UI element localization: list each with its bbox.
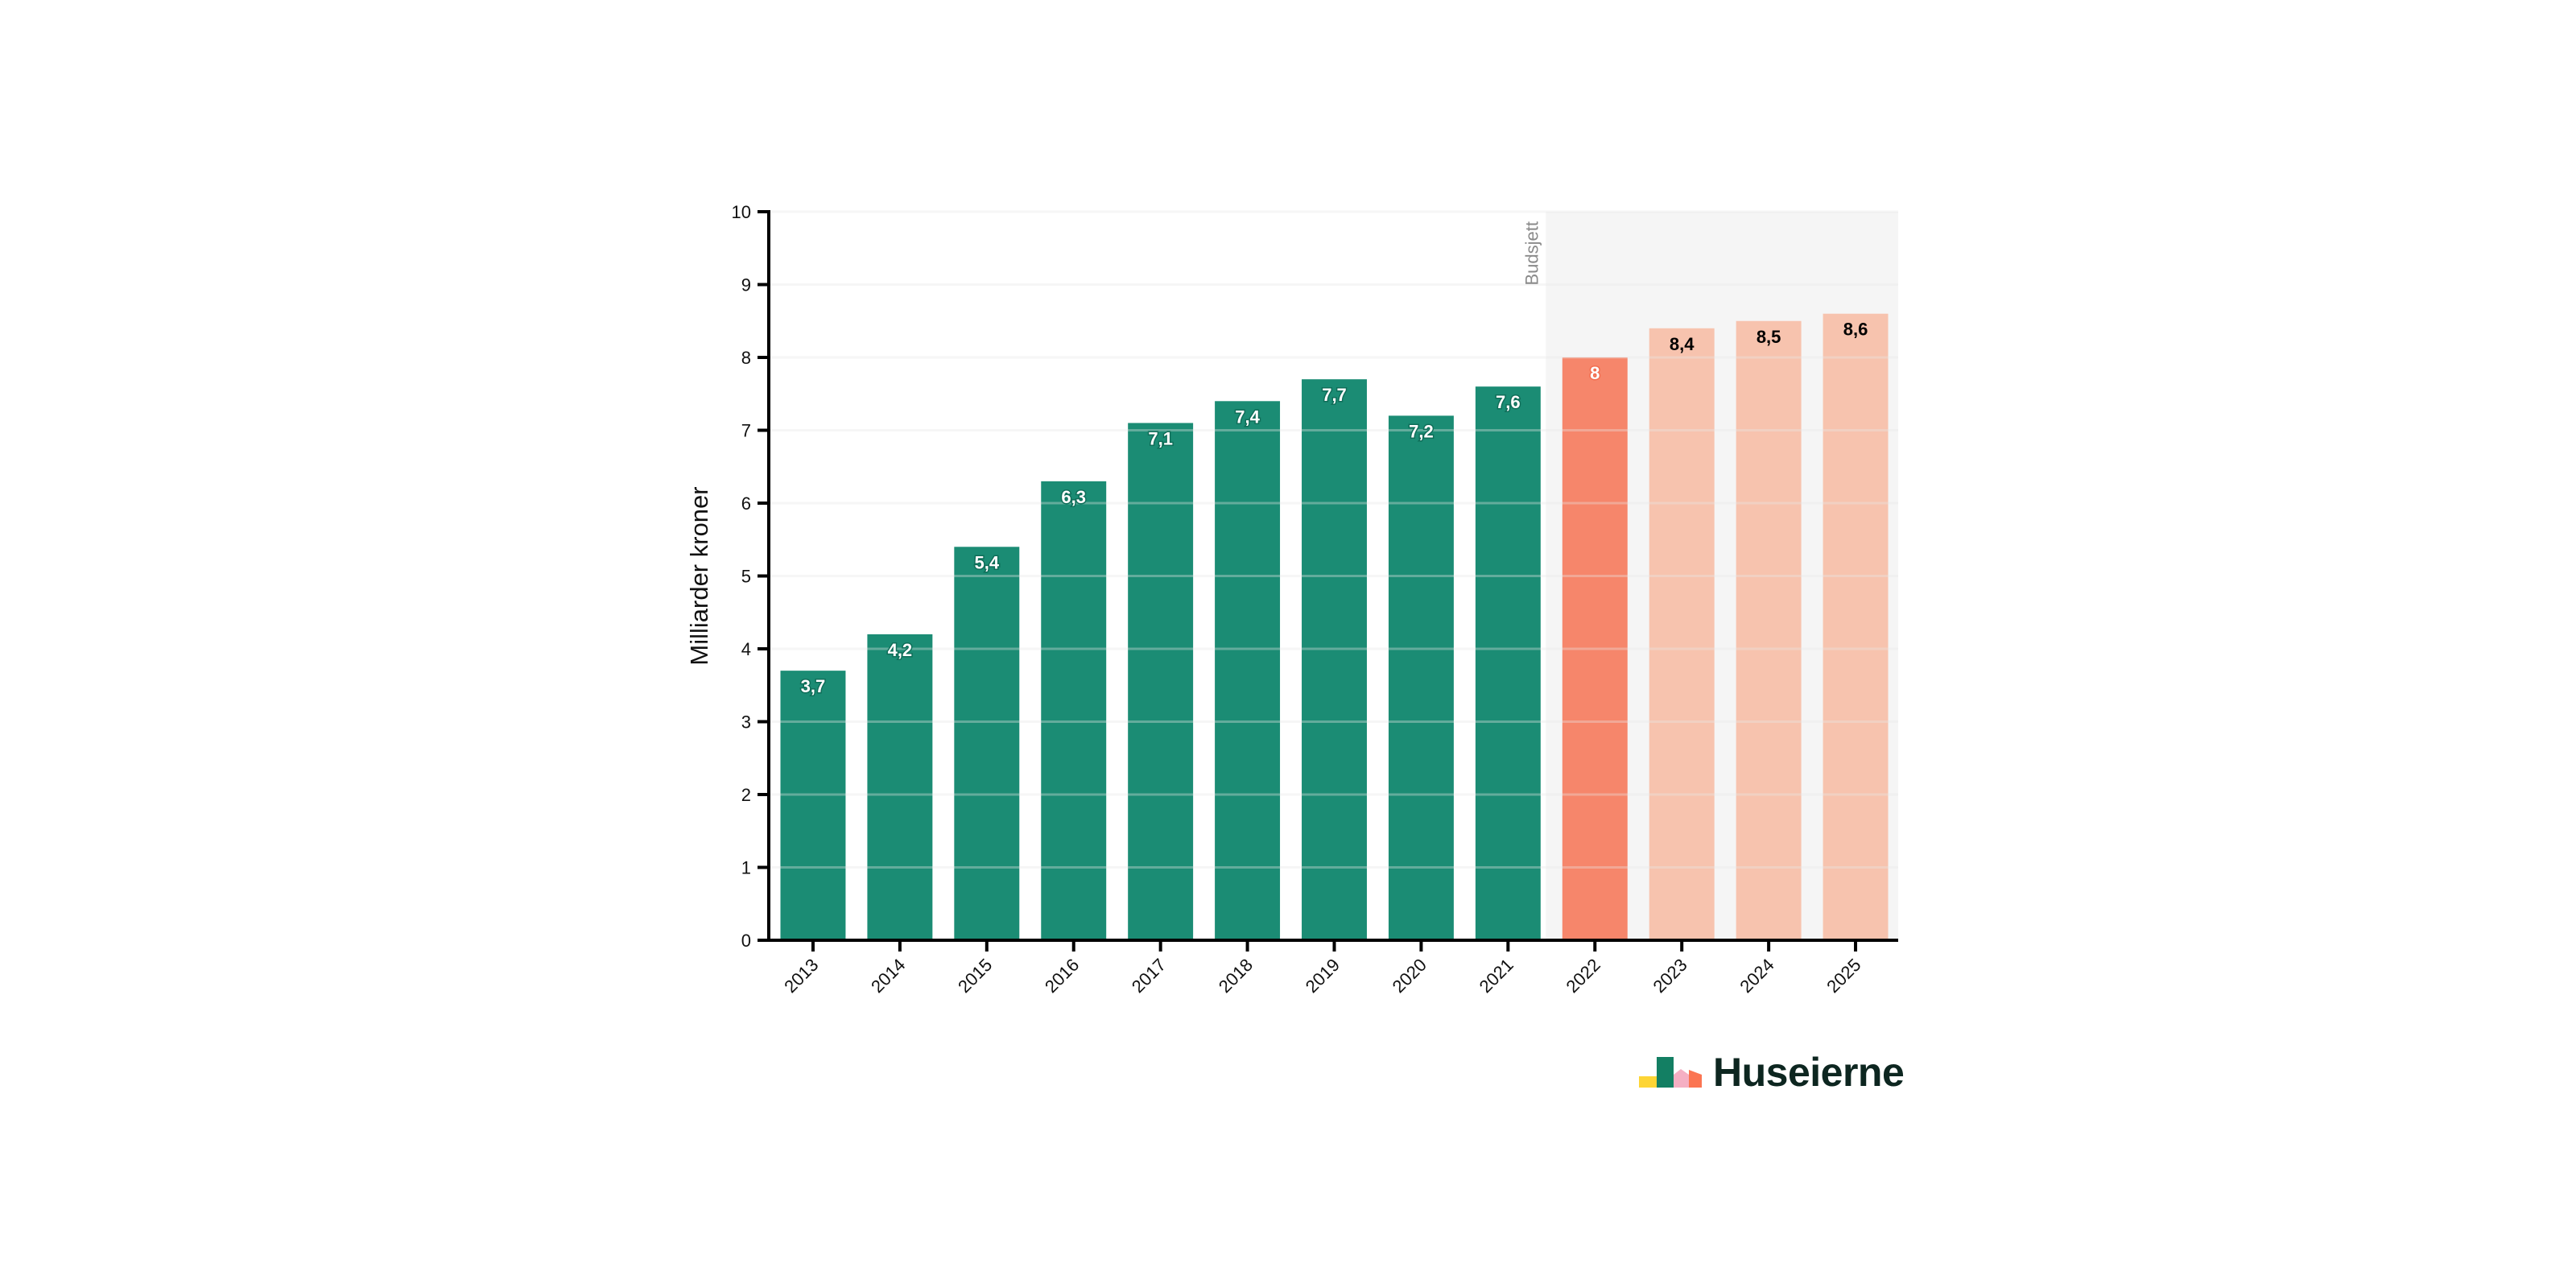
x-tick-label: 2015: [954, 955, 996, 997]
y-tick-label: 6: [741, 493, 751, 514]
x-tick-label: 2014: [867, 955, 909, 997]
value-label: 8,4: [1670, 334, 1695, 354]
y-tick-label: 8: [741, 348, 751, 368]
logo-text: Huseierne: [1713, 1050, 1905, 1095]
x-tick-label: 2022: [1563, 955, 1604, 997]
bar-2019: [1302, 379, 1367, 940]
bar-2017: [1128, 423, 1194, 940]
y-tick-label: 0: [741, 931, 751, 951]
x-tick-label: 2025: [1823, 955, 1864, 997]
value-label: 4,2: [888, 640, 913, 660]
bar-2013: [780, 671, 846, 940]
x-tick-label: 2019: [1302, 955, 1344, 997]
y-axis-title: Milliarder kroner: [685, 486, 713, 665]
value-label: 5,4: [975, 552, 1000, 572]
houses-logo-icon: [1639, 1057, 1702, 1088]
value-label: 7,4: [1235, 407, 1260, 427]
bar-2015: [954, 547, 1020, 940]
value-labels: 3,7 4,2 5,4 6,3 7,1 7,4 7,7 7,2 7,6 8 8,4 8,5 8,6: [799, 320, 1868, 698]
y-tick-label: 9: [741, 275, 751, 295]
y-tick-label: 3: [741, 712, 751, 733]
value-label: 7,1: [1148, 428, 1173, 448]
bar-2020: [1388, 415, 1454, 940]
x-tick-label: 2017: [1128, 955, 1170, 997]
bar-2022: [1562, 357, 1628, 940]
huseierne-logo: Huseierne: [1639, 1049, 1905, 1096]
x-tick-label: 2016: [1041, 955, 1083, 997]
x-tick-label: 2021: [1476, 955, 1517, 997]
bar-2014: [867, 634, 933, 940]
value-label: 6,3: [1061, 487, 1086, 507]
bar-2023: [1649, 328, 1715, 940]
gridlines: [769, 210, 1898, 869]
x-tick-label: 2024: [1736, 955, 1777, 997]
bar-2018: [1215, 401, 1281, 940]
x-tick-label: 2023: [1649, 955, 1690, 997]
value-label: 3,7: [801, 676, 826, 696]
bars: [780, 313, 1889, 940]
budget-annotation: Budsjett: [1521, 221, 1542, 286]
x-axis: 2013 2014 2015 2016 2017 2018 2019 2020 2021 2022…: [767, 939, 1898, 997]
bar-2025: [1823, 313, 1889, 940]
y-tick-label: 1: [741, 858, 751, 878]
y-tick-label: 10: [732, 202, 751, 222]
y-tick-label: 7: [741, 421, 751, 441]
x-tick-label: 2013: [780, 955, 822, 997]
x-tick-label: 2018: [1215, 955, 1257, 997]
bar-2016: [1041, 481, 1107, 940]
value-label: 7,7: [1322, 385, 1347, 405]
bar-2024: [1736, 320, 1802, 940]
x-tick-label: 2020: [1389, 955, 1430, 997]
y-tick-label: 5: [741, 567, 751, 587]
bar-2021: [1475, 386, 1541, 940]
value-label: 8,6: [1843, 320, 1868, 340]
value-label: 8: [1590, 363, 1600, 383]
y-tick-label: 4: [741, 639, 751, 659]
value-label: 7,6: [1496, 392, 1521, 412]
value-label: 7,2: [1409, 421, 1434, 441]
y-tick-label: 2: [741, 785, 751, 805]
y-axis: 0 1 2 3 4 5 6 7 8 9 10: [732, 202, 770, 951]
value-label: 8,5: [1757, 327, 1781, 347]
